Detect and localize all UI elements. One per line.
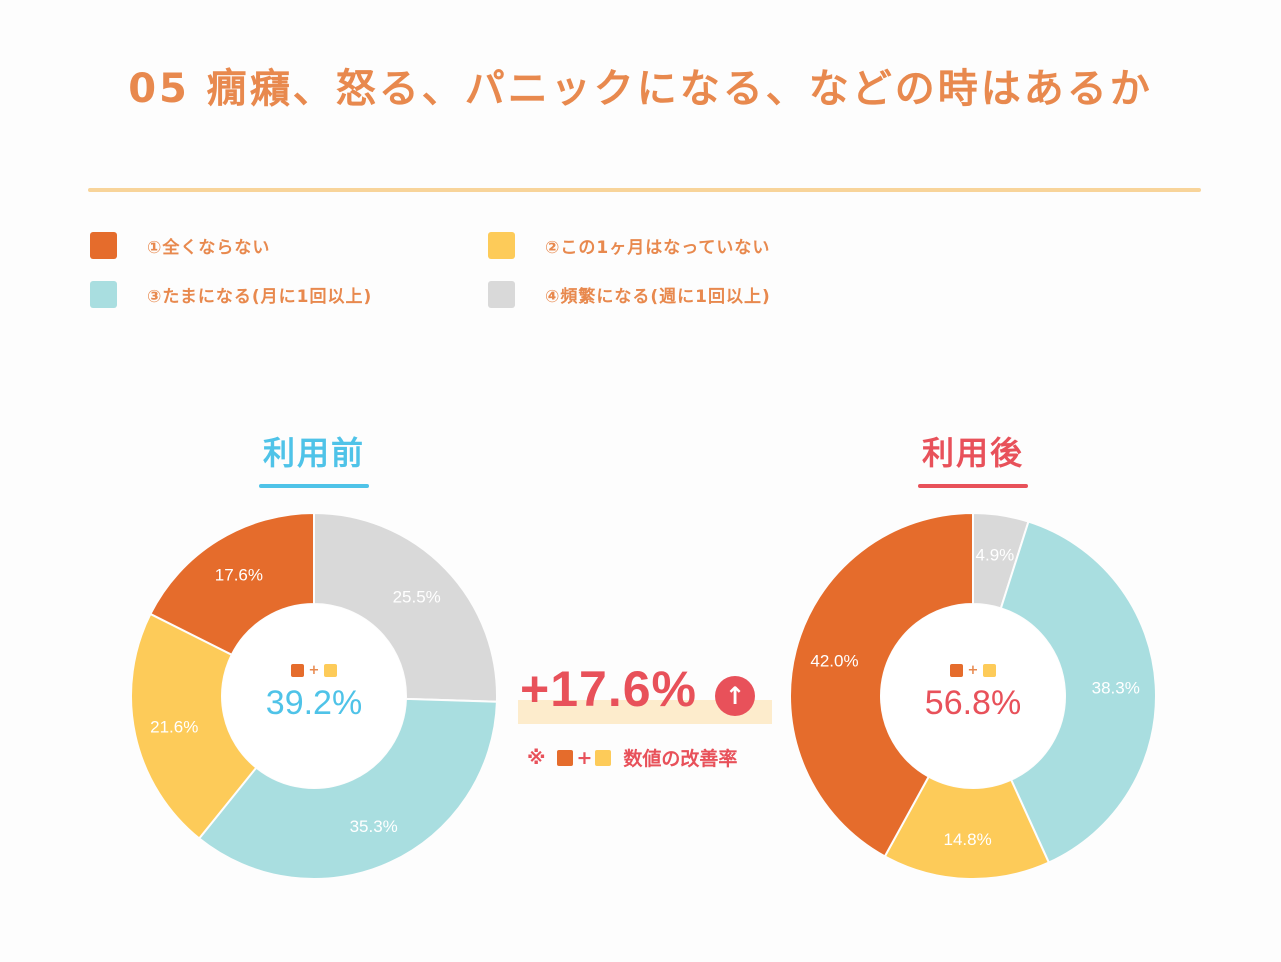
- legend-item-frequent: ④頻繁になる(週に1回以上): [488, 281, 771, 308]
- improvement-note: ※ + 数値の改善率: [527, 744, 737, 771]
- before-donut-chart: 25.5% 35.3% 21.6% 17.6%: [130, 511, 498, 880]
- legend-swatch-frequent: [488, 281, 515, 308]
- after-label-not-this-month: 14.8%: [944, 830, 992, 849]
- legend-item-not-this-month: ②この1ヶ月はなっていない: [488, 232, 770, 259]
- legend-label-never: ①全くならない: [147, 238, 271, 258]
- before-combo-yellow-swatch: [324, 664, 338, 677]
- legend-label-frequent: ④頻繁になる(週に1回以上): [545, 287, 771, 307]
- legend-swatch-not-this-month: [488, 232, 515, 259]
- before-label-sometimes: 35.3%: [350, 817, 398, 836]
- before-donut-hole: [222, 604, 406, 788]
- legend-swatch-never: [90, 232, 117, 259]
- after-combo-plus: +: [967, 663, 979, 678]
- before-title: 利用前: [262, 434, 365, 472]
- after-center-value: 56.8%: [924, 684, 1022, 722]
- before-label-never: 17.6%: [215, 565, 263, 584]
- after-title: 利用後: [921, 434, 1024, 472]
- note-text: 数値の改善率: [623, 748, 738, 770]
- note-plus: +: [576, 746, 593, 769]
- before-label-not-this-month: 21.6%: [150, 717, 198, 736]
- before-heading: 利用前: [194, 428, 434, 488]
- before-center-value: 39.2%: [265, 684, 363, 722]
- before-label-frequent: 25.5%: [393, 587, 441, 606]
- after-heading: 利用後: [853, 428, 1093, 488]
- note-orange-swatch: [557, 749, 574, 766]
- legend-item-sometimes: ③たまになる(月に1回以上): [90, 281, 372, 308]
- up-arrow-icon: ↑: [715, 676, 755, 716]
- legend-label-not-this-month: ②この1ヶ月はなっていない: [545, 238, 771, 258]
- after-label-never: 42.0%: [810, 651, 858, 670]
- after-label-sometimes: 38.3%: [1092, 678, 1140, 697]
- before-combo-plus: +: [308, 663, 320, 678]
- after-title-underline: [918, 484, 1028, 488]
- before-combo-badge: +: [270, 663, 358, 678]
- after-donut-chart: 4.9% 38.3% 14.8% 42.0%: [789, 511, 1157, 880]
- improvement-value: +17.6%: [520, 661, 697, 717]
- page-title: 05 癇癪、怒る、パニックになる、などの時はあるか: [128, 66, 1153, 112]
- legend-item-never: ①全くならない: [90, 232, 270, 259]
- after-combo-orange-swatch: [949, 664, 963, 677]
- note-mark: ※: [527, 746, 546, 769]
- before-title-underline: [259, 484, 369, 488]
- legend-label-sometimes: ③たまになる(月に1回以上): [147, 287, 373, 307]
- after-combo-yellow-swatch: [983, 664, 997, 677]
- after-combo-badge: +: [929, 663, 1017, 678]
- after-label-frequent: 4.9%: [976, 546, 1015, 565]
- before-combo-orange-swatch: [290, 664, 304, 677]
- note-yellow-swatch: [595, 749, 612, 766]
- title-divider: [88, 188, 1201, 192]
- legend-swatch-sometimes: [90, 281, 117, 308]
- after-donut-hole: [881, 604, 1065, 788]
